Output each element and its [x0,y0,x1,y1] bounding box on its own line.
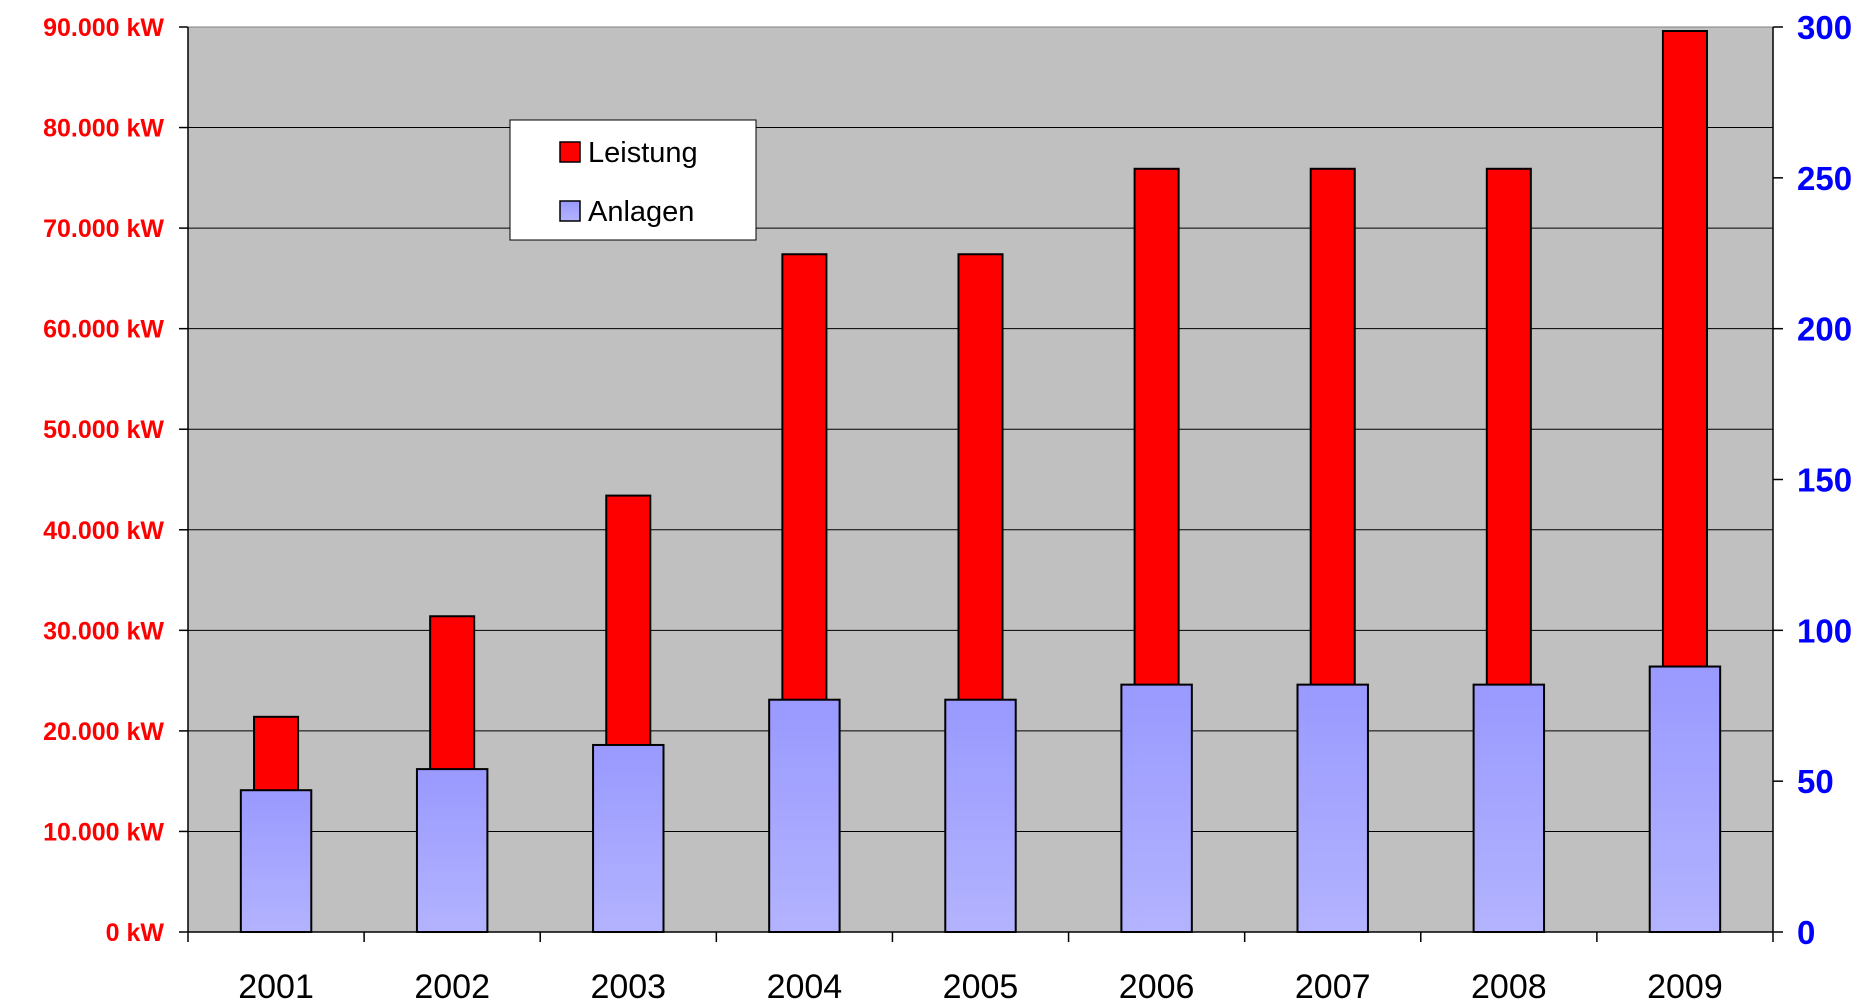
bar-anlagen [1648,665,1722,933]
right-tick-label: 50 [1797,763,1834,800]
x-tick-label: 2004 [767,968,843,1006]
left-tick-label: 60.000 kW [43,316,164,344]
x-tick-label: 2008 [1471,968,1547,1006]
left-tick-label: 10.000 kW [43,818,164,846]
x-tick-label: 2001 [238,968,314,1006]
bar-anlagen [768,698,841,934]
left-tick-label: 20.000 kW [43,718,164,746]
left-tick-label: 80.000 kW [43,115,164,143]
right-tick-label: 250 [1797,160,1852,197]
bar-anlagen [415,768,489,933]
anlagen-bars [239,665,1722,934]
bar-anlagen [944,698,1017,934]
bar-anlagen [592,743,665,934]
x-tick-label: 2006 [1119,968,1195,1006]
x-tick-label: 2009 [1647,968,1723,1006]
left-tick-label: 0 kW [106,919,165,947]
legend-label-leistung: Leistung [588,137,698,169]
right-tick-label: 150 [1797,462,1852,499]
bar-anlagen [1472,683,1546,934]
right-tick-label: 200 [1797,311,1852,348]
legend: Leistung Anlagen [509,119,757,241]
x-tick-label: 2005 [943,968,1019,1006]
left-tick-label: 50.000 kW [43,416,164,444]
right-tick-label: 100 [1797,612,1852,649]
x-tick-label: 2002 [414,968,490,1006]
left-axis-ticks: 0 kW 10.000 kW 20.000 kW 30.000 kW 40.000 kW… [43,14,188,947]
x-tick-label: 2007 [1295,968,1371,1006]
right-tick-label: 0 [1797,914,1815,951]
bar-anlagen [1120,683,1193,934]
right-axis-ticks: 0 50 100 150 200 250 300 [1773,9,1852,951]
legend-label-anlagen: Anlagen [588,196,694,228]
x-tick-label: 2003 [590,968,666,1006]
left-tick-label: 40.000 kW [43,517,164,545]
left-tick-label: 90.000 kW [43,14,164,42]
bar-anlagen [239,789,313,934]
left-tick-label: 30.000 kW [43,617,164,645]
right-tick-label: 300 [1797,9,1852,46]
x-axis-ticks: 2001 2002 2003 2004 2005 2006 2007 2008 2009 [187,932,1774,1006]
legend-swatch-anlagen [559,200,581,222]
left-tick-label: 70.000 kW [43,215,164,243]
legend-box [509,119,757,241]
legend-swatch-leistung [559,141,581,163]
bar-anlagen [1296,683,1369,934]
